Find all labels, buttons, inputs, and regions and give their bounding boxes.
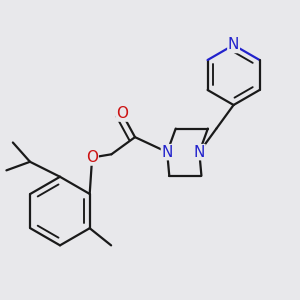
Text: O: O (116, 106, 128, 121)
Text: N: N (161, 145, 173, 160)
Text: N: N (228, 38, 239, 52)
Text: O: O (86, 150, 98, 165)
Text: N: N (194, 145, 205, 160)
